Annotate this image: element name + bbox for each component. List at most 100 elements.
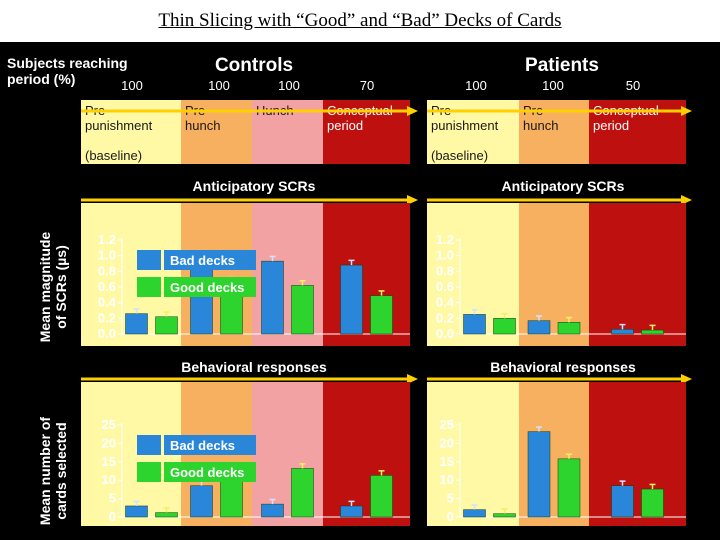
y-tick-label: 1.0 bbox=[98, 248, 116, 263]
subjects-percentage: 50 bbox=[626, 78, 640, 93]
bar-bad-decks bbox=[611, 485, 634, 518]
bar-bad-decks bbox=[125, 313, 148, 335]
period-label: hunch bbox=[523, 118, 558, 133]
period-arrow bbox=[81, 109, 408, 113]
subjects-percentage: 100 bbox=[465, 78, 487, 93]
period-arrow-head bbox=[681, 106, 692, 116]
period-label: punishment bbox=[431, 118, 499, 133]
y-tick-label: 0 bbox=[447, 509, 454, 524]
bar-good-decks bbox=[557, 458, 581, 518]
period-arrow-head bbox=[407, 106, 418, 116]
y-tick-label: 20 bbox=[440, 435, 454, 450]
bar-good-decks bbox=[557, 322, 581, 335]
legend-label-box bbox=[164, 250, 256, 270]
panel-arrow-head bbox=[407, 374, 418, 384]
y-tick-label: 0.6 bbox=[98, 279, 116, 294]
period-arrow bbox=[427, 109, 682, 113]
legend-label-box bbox=[164, 435, 256, 455]
legend-label-box bbox=[164, 462, 256, 482]
group-title-controls: Controls bbox=[215, 55, 293, 76]
legend-label: Good decks bbox=[170, 465, 244, 480]
bar-bad-decks bbox=[261, 260, 284, 335]
period-background bbox=[589, 203, 686, 346]
y-tick-label: 5 bbox=[447, 491, 454, 506]
panel-arrow bbox=[427, 198, 682, 202]
bar-good-decks bbox=[155, 512, 178, 518]
subjects-percentage: 100 bbox=[278, 78, 300, 93]
y-tick-label: 0.8 bbox=[436, 263, 454, 278]
legend-swatch bbox=[137, 250, 161, 270]
y-tick-label: 0.6 bbox=[436, 279, 454, 294]
y-tick-label: 25 bbox=[440, 417, 454, 432]
y-tick-label: 0.4 bbox=[436, 295, 455, 310]
panel-arrow bbox=[81, 198, 408, 202]
y-tick-label: 0.2 bbox=[98, 310, 116, 325]
y-axis-label: Mean magnitude bbox=[37, 232, 53, 343]
y-tick-label: 5 bbox=[109, 491, 116, 506]
bar-good-decks bbox=[291, 468, 314, 518]
legend-label-box bbox=[164, 277, 256, 297]
bar-bad-decks bbox=[340, 264, 363, 335]
subjects-percentage: 100 bbox=[208, 78, 230, 93]
y-tick-label: 0.2 bbox=[436, 310, 454, 325]
panel-arrow-head bbox=[681, 374, 692, 384]
y-tick-label: 20 bbox=[102, 435, 116, 450]
bar-bad-decks bbox=[261, 503, 284, 518]
figure: Subjects reaching period (%) Controls 100 10… bbox=[0, 42, 720, 540]
y-axis-label: Mean number of bbox=[37, 417, 53, 525]
y-tick-label: 1.2 bbox=[98, 232, 116, 247]
panel-arrow bbox=[81, 377, 408, 381]
period-background bbox=[427, 382, 519, 526]
subjects-percentage: 70 bbox=[360, 78, 374, 93]
y-tick-label: 10 bbox=[440, 472, 454, 487]
bar-good-decks bbox=[641, 488, 664, 518]
period-label: (baseline) bbox=[85, 148, 142, 163]
period-label: punishment bbox=[85, 118, 153, 133]
bar-good-decks bbox=[493, 513, 516, 518]
period-background bbox=[323, 382, 410, 526]
y-axis-label: of SCRs (µs) bbox=[53, 245, 69, 329]
panel-arrow-head bbox=[681, 195, 692, 205]
legend-swatch bbox=[137, 462, 161, 482]
bar-bad-decks bbox=[611, 329, 634, 335]
subjects-percentage: 100 bbox=[542, 78, 564, 93]
panel-title: Behavioral responses bbox=[490, 359, 636, 375]
panel-title: Anticipatory SCRs bbox=[502, 178, 625, 194]
panel-title: Anticipatory SCRs bbox=[193, 178, 316, 194]
bar-good-decks bbox=[641, 329, 664, 335]
bar-bad-decks bbox=[527, 320, 551, 335]
bar-good-decks bbox=[370, 475, 393, 518]
y-tick-label: 1.0 bbox=[436, 248, 454, 263]
bar-bad-decks bbox=[463, 314, 486, 335]
bar-good-decks bbox=[370, 295, 393, 335]
legend-swatch bbox=[137, 277, 161, 297]
y-axis-label: cards selected bbox=[53, 422, 69, 519]
panel-arrow-head bbox=[407, 195, 418, 205]
bar-bad-decks bbox=[463, 509, 486, 518]
bar-bad-decks bbox=[125, 505, 148, 518]
bar-good-decks bbox=[155, 316, 178, 335]
bar-good-decks bbox=[291, 285, 314, 335]
slide-title: Thin Slicing with “Good” and “Bad” Decks… bbox=[158, 10, 562, 31]
panel-title: Behavioral responses bbox=[181, 359, 327, 375]
subjects-label: period (%) bbox=[7, 71, 75, 87]
y-tick-label: 0.0 bbox=[436, 326, 454, 341]
y-tick-label: 1.2 bbox=[436, 232, 454, 247]
y-tick-label: 0.0 bbox=[98, 326, 116, 341]
bar-good-decks bbox=[220, 478, 243, 518]
period-background bbox=[323, 203, 410, 346]
legend-swatch bbox=[137, 435, 161, 455]
y-tick-label: 0.4 bbox=[98, 295, 117, 310]
bar-good-decks bbox=[493, 318, 516, 335]
y-tick-label: 25 bbox=[102, 417, 116, 432]
bar-bad-decks bbox=[527, 431, 551, 518]
bar-bad-decks bbox=[190, 485, 213, 518]
period-background bbox=[589, 382, 686, 526]
group-title-patients: Patients bbox=[525, 55, 599, 76]
panel-arrow bbox=[427, 377, 682, 381]
y-tick-label: 0.8 bbox=[98, 263, 116, 278]
period-label: period bbox=[327, 118, 363, 133]
bar-bad-decks bbox=[340, 505, 363, 518]
legend-label: Good decks bbox=[170, 280, 244, 295]
legend-label: Bad decks bbox=[170, 438, 235, 453]
